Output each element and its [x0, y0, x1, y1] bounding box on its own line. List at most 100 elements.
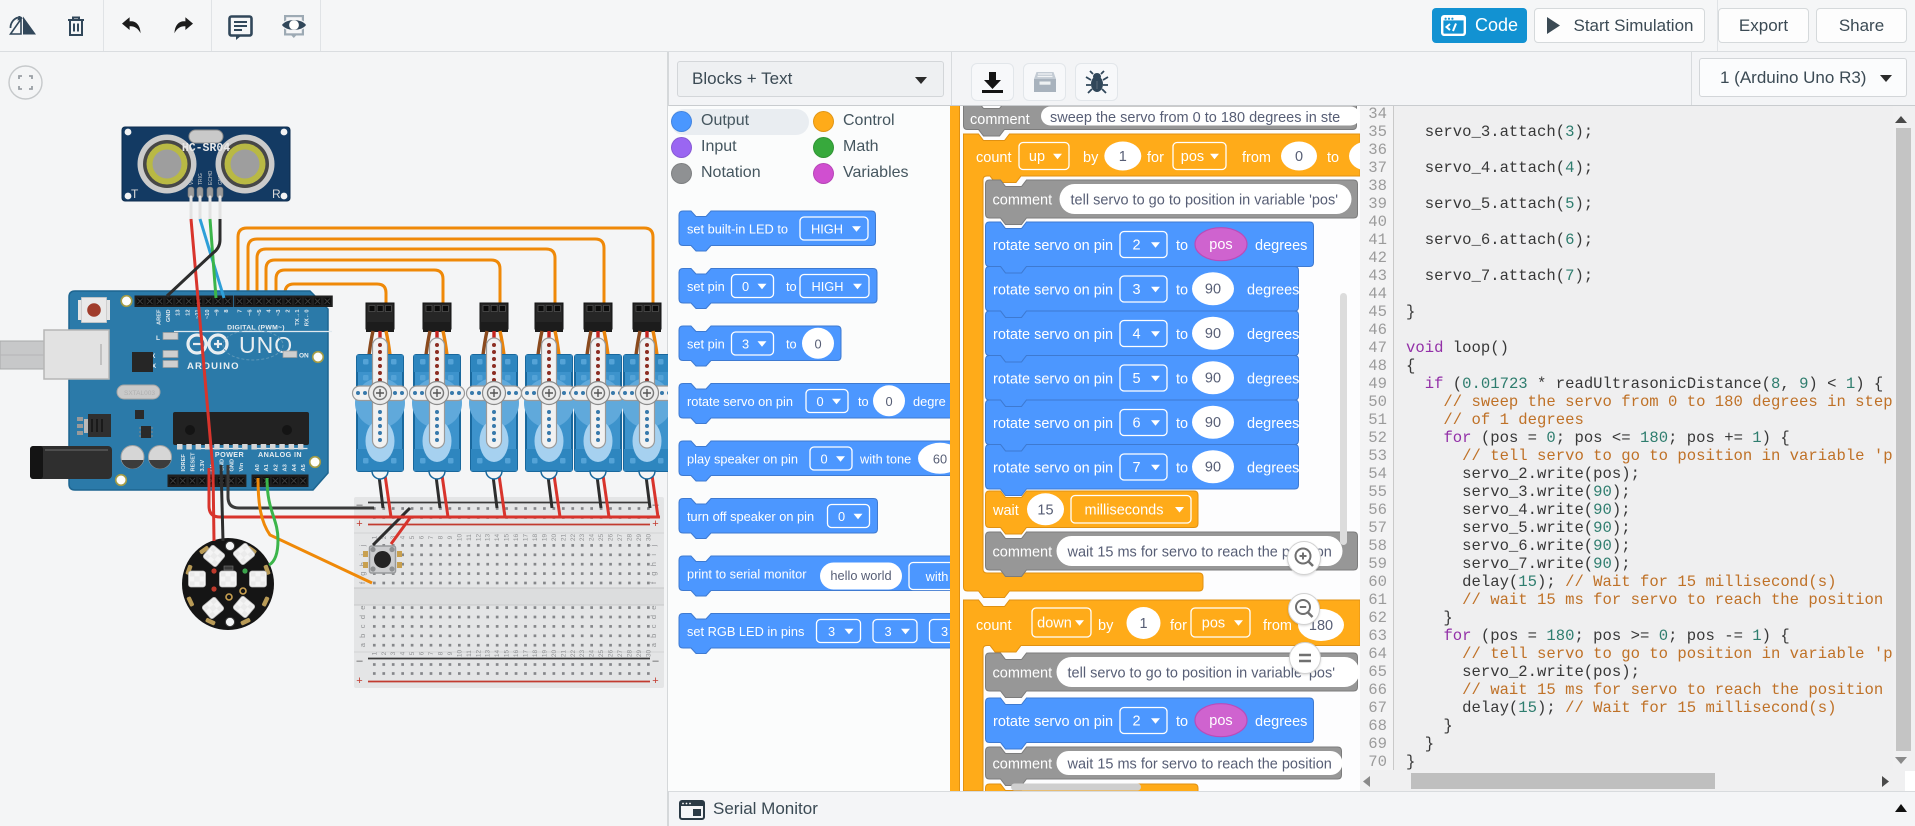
svg-text:2: 2: [381, 535, 388, 539]
svg-text:26: 26: [608, 650, 615, 658]
svg-text:28: 28: [626, 534, 633, 542]
svg-text:count: count: [976, 150, 1011, 166]
svg-text:to: to: [786, 279, 797, 294]
svg-text:count: count: [976, 618, 1011, 634]
svg-text:7: 7: [238, 310, 244, 313]
svg-text:HC-SR04: HC-SR04: [182, 142, 230, 155]
svg-text:DIGITAL (PWM~): DIGITAL (PWM~): [227, 325, 285, 332]
svg-text:7: 7: [428, 535, 435, 539]
svg-text:rotate servo on pin: rotate servo on pin: [993, 327, 1113, 343]
svg-text:to: to: [1176, 461, 1188, 477]
svg-text:up: up: [1029, 149, 1045, 165]
svg-text:e: e: [649, 606, 658, 610]
svg-text:with: with: [925, 569, 949, 584]
svg-text:to: to: [1176, 372, 1188, 388]
svg-text:comment: comment: [993, 545, 1053, 561]
svg-text:degrees: degrees: [1255, 714, 1307, 730]
svg-text:pos: pos: [1181, 149, 1204, 165]
svg-text:A5: A5: [301, 464, 307, 471]
svg-text:TRIG: TRIG: [198, 173, 204, 185]
svg-text:2: 2: [1132, 714, 1140, 730]
svg-text:HIGH: HIGH: [812, 279, 844, 294]
svg-text:A4: A4: [292, 463, 298, 471]
svg-text:28: 28: [626, 650, 633, 658]
svg-text:ANALOG IN: ANALOG IN: [258, 450, 302, 459]
svg-text:to: to: [1176, 327, 1188, 343]
svg-text:8: 8: [437, 651, 444, 655]
svg-text:–: –: [356, 655, 363, 667]
svg-text:7: 7: [428, 651, 435, 655]
svg-text:i: i: [358, 554, 367, 556]
svg-text:degrees: degrees: [1247, 372, 1299, 388]
svg-text:24: 24: [589, 534, 596, 542]
svg-text:19: 19: [541, 650, 548, 658]
svg-text:with tone: with tone: [859, 452, 911, 467]
svg-text:90: 90: [1205, 282, 1221, 298]
svg-text:22: 22: [570, 534, 577, 542]
svg-text:g: g: [358, 572, 367, 576]
svg-text:T: T: [131, 187, 139, 201]
svg-text:3.3V: 3.3V: [200, 460, 206, 472]
svg-text:POWER: POWER: [215, 450, 245, 459]
svg-text:e: e: [358, 606, 367, 610]
svg-text:18: 18: [532, 534, 539, 542]
svg-text:degrees: degrees: [1247, 461, 1299, 477]
svg-text:from: from: [1263, 618, 1292, 634]
svg-text:comment: comment: [993, 193, 1053, 209]
svg-text:18: 18: [532, 650, 539, 658]
svg-text:16: 16: [513, 650, 520, 658]
svg-text:90: 90: [1205, 415, 1221, 431]
svg-text:turn off speaker on pin: turn off speaker on pin: [687, 509, 814, 524]
svg-text:~6: ~6: [247, 310, 253, 317]
svg-text:8: 8: [437, 535, 444, 539]
svg-text:wait: wait: [992, 503, 1019, 519]
svg-text:+: +: [356, 675, 362, 687]
svg-text:GND: GND: [166, 310, 172, 323]
svg-text:AREF: AREF: [156, 309, 162, 325]
svg-text:15: 15: [504, 650, 511, 658]
svg-text:0: 0: [885, 394, 892, 409]
svg-text:pos: pos: [1209, 713, 1232, 729]
svg-text:comment: comment: [993, 666, 1053, 682]
svg-text:f: f: [358, 581, 367, 584]
svg-text:play speaker on pin: play speaker on pin: [687, 452, 798, 467]
svg-text:12: 12: [475, 650, 482, 658]
svg-text:0: 0: [1295, 149, 1303, 165]
svg-text:4: 4: [400, 535, 407, 539]
svg-text:21: 21: [560, 650, 567, 658]
svg-text:29: 29: [636, 650, 643, 658]
svg-text:by: by: [1083, 150, 1099, 166]
svg-text:j: j: [358, 544, 367, 547]
svg-text:j: j: [649, 544, 658, 547]
svg-text:90: 90: [1205, 371, 1221, 387]
svg-text:20: 20: [551, 650, 558, 658]
svg-text:IOREF: IOREF: [181, 454, 187, 472]
svg-text:A2: A2: [273, 464, 279, 471]
svg-text:rotate servo on pin: rotate servo on pin: [993, 372, 1113, 388]
svg-text:3: 3: [390, 651, 397, 655]
svg-text:TX→1: TX→1: [295, 310, 301, 326]
svg-text:set pin: set pin: [687, 337, 725, 352]
svg-text:rotate servo on pin: rotate servo on pin: [993, 416, 1113, 432]
svg-text:27: 27: [617, 534, 624, 542]
svg-text:3: 3: [742, 337, 749, 352]
svg-text:–: –: [356, 499, 363, 511]
svg-text:d: d: [649, 615, 658, 619]
svg-text:+: +: [652, 518, 658, 530]
svg-text:1: 1: [371, 651, 378, 655]
svg-text:rotate servo on pin: rotate servo on pin: [993, 461, 1113, 477]
svg-text:set built-in LED to: set built-in LED to: [687, 222, 788, 237]
svg-text:wait 15 ms for servo to reach: wait 15 ms for servo to reach the positi…: [1067, 545, 1332, 561]
svg-text:GND: GND: [229, 459, 235, 472]
svg-text:~10: ~10: [205, 310, 211, 320]
svg-text:8: 8: [224, 310, 230, 313]
svg-text:ARDUINO: ARDUINO: [187, 361, 240, 372]
svg-text:sweep the servo from 0 to 180: sweep the servo from 0 to 180 degrees in…: [1050, 110, 1340, 126]
svg-text:to: to: [1176, 416, 1188, 432]
svg-text:rotate servo on pin: rotate servo on pin: [993, 238, 1113, 254]
svg-text:30: 30: [645, 534, 652, 542]
svg-text:13: 13: [485, 650, 492, 658]
svg-text:R: R: [272, 187, 281, 201]
svg-text:2: 2: [381, 651, 388, 655]
svg-text:+: +: [356, 518, 362, 530]
